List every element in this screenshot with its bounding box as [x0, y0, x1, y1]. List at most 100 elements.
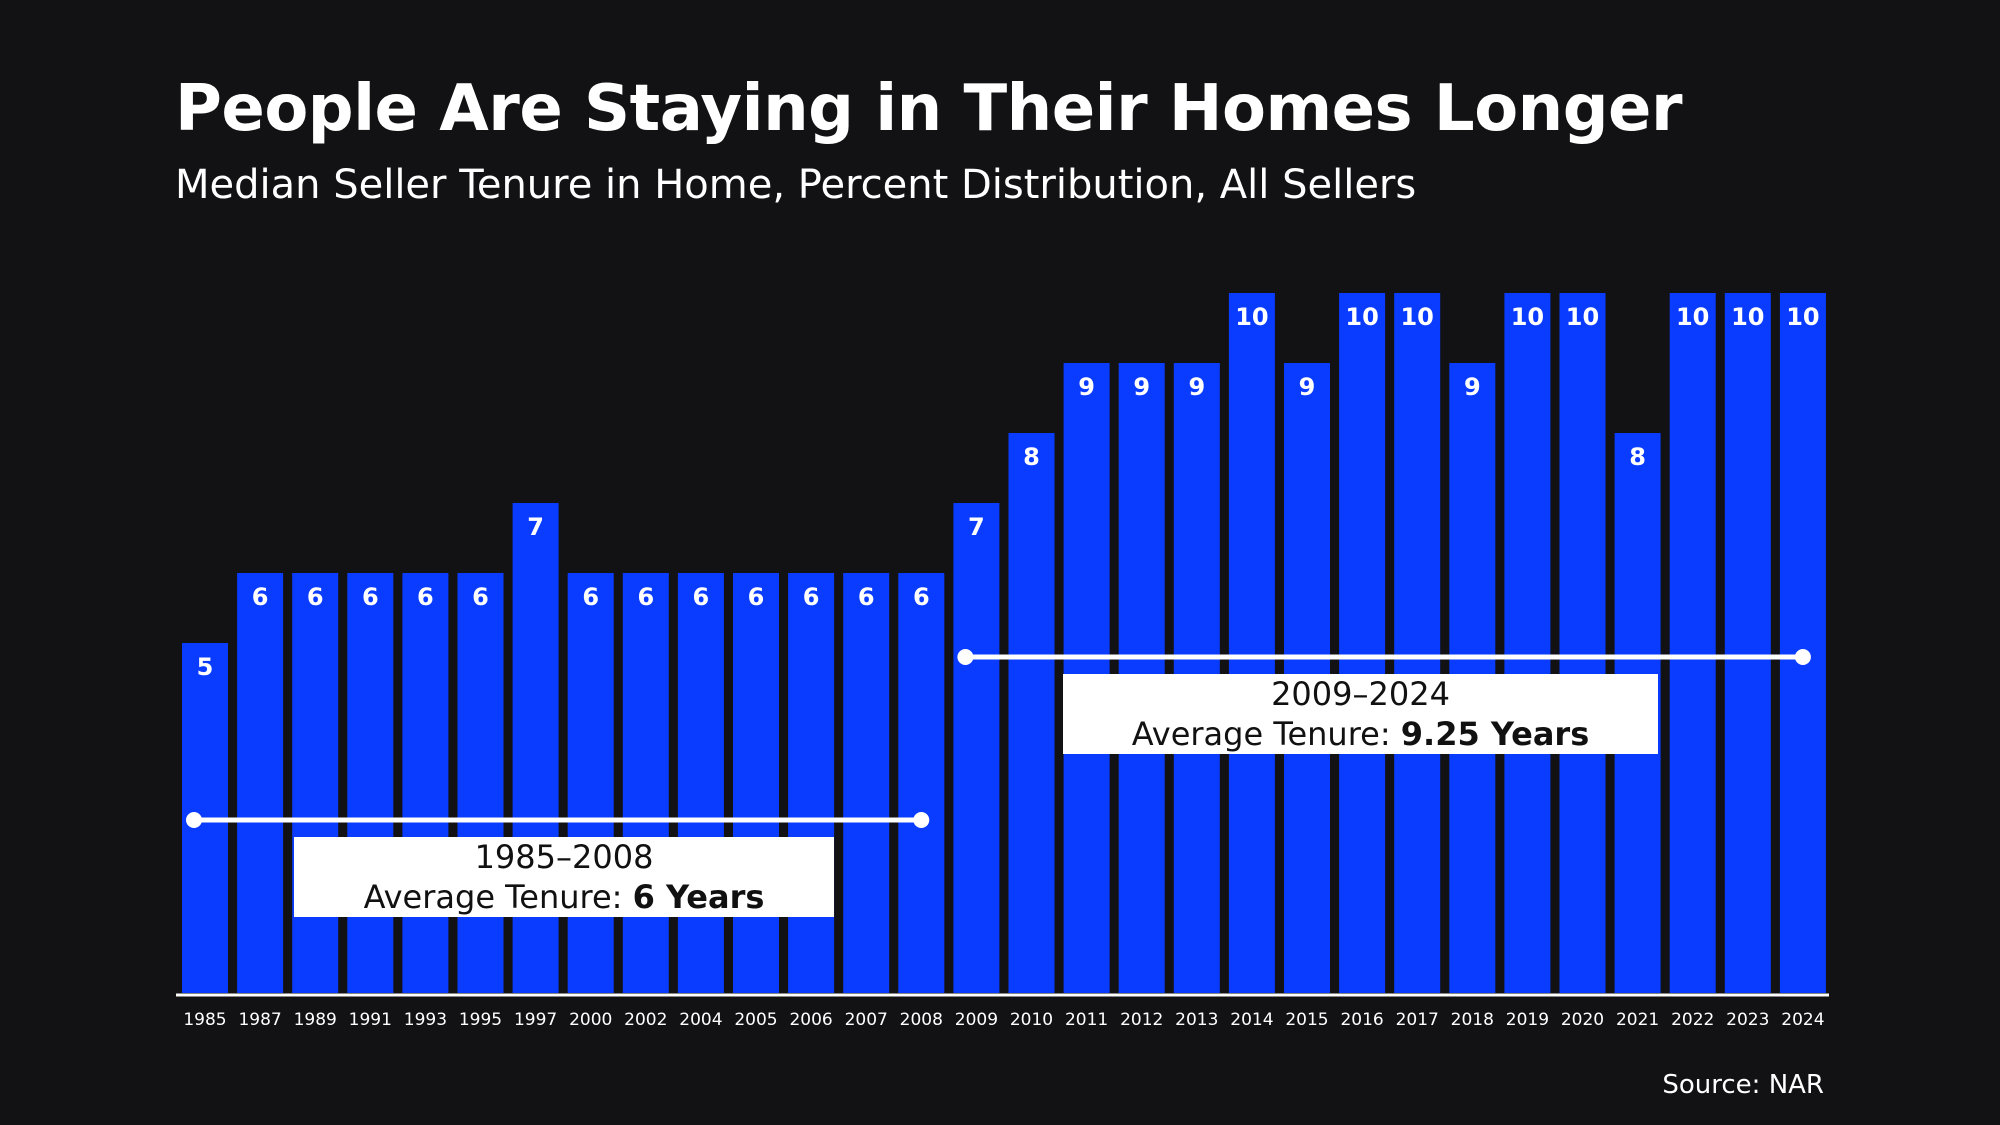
- value-label-2019: 10: [1511, 303, 1544, 331]
- value-label-2006: 6: [803, 583, 820, 611]
- value-label-2007: 6: [858, 583, 875, 611]
- value-label-2005: 6: [748, 583, 765, 611]
- value-label-2022: 10: [1676, 303, 1709, 331]
- value-label-2021: 8: [1629, 443, 1646, 471]
- value-label-2014: 10: [1235, 303, 1268, 331]
- average-lines-layer: [186, 649, 1811, 828]
- bar-2005: [733, 573, 779, 993]
- bar-2014: [1228, 293, 1275, 993]
- value-label-2016: 10: [1345, 303, 1378, 331]
- average-line-endpoint-1985: [186, 812, 202, 828]
- tick-label-1993: 1993: [404, 1010, 447, 1030]
- tick-label-1995: 1995: [459, 1010, 502, 1030]
- tick-label-1987: 1987: [238, 1010, 281, 1030]
- bar-1997: [512, 503, 559, 993]
- source-note: Source: NAR: [1662, 1070, 1824, 1100]
- chart-title: People Are Staying in Their Homes Longer: [175, 72, 1683, 146]
- bar-2002: [622, 573, 669, 993]
- bar-2006: [788, 573, 835, 993]
- tick-label-2019: 2019: [1506, 1010, 1549, 1030]
- tick-label-2010: 2010: [1010, 1010, 1053, 1030]
- average-value: 9.25 Years: [1400, 715, 1590, 753]
- bar-2010: [1008, 433, 1055, 993]
- bar-2008: [898, 573, 945, 993]
- chart-subtitle: Median Seller Tenure in Home, Percent Di…: [175, 162, 1417, 208]
- bar-2016: [1339, 293, 1386, 993]
- tick-label-1989: 1989: [294, 1010, 337, 1030]
- bar-1987: [237, 573, 284, 993]
- tick-label-2009: 2009: [955, 1010, 998, 1030]
- tick-label-2017: 2017: [1396, 1010, 1439, 1030]
- bar-2024: [1779, 293, 1826, 993]
- value-labels-layer: 5 6 6 6 6 6 7 6 6 6 6 6 6 6 7 8 9 9 9 10 9 10 10 9 10 10 8 10 10 10: [197, 303, 1820, 681]
- average-range-1985-2008: 1985–2008: [474, 838, 654, 876]
- tick-label-2023: 2023: [1726, 1010, 1769, 1030]
- bar-2007: [843, 573, 890, 993]
- tick-label-2006: 2006: [789, 1010, 832, 1030]
- tick-label-2008: 2008: [900, 1010, 943, 1030]
- value-label-2008: 6: [913, 583, 930, 611]
- tick-label-2013: 2013: [1175, 1010, 1218, 1030]
- value-label-1989: 6: [307, 583, 324, 611]
- average-prefix: Average Tenure:: [363, 878, 633, 916]
- tick-label-2012: 2012: [1120, 1010, 1163, 1030]
- bar-1991: [347, 573, 394, 993]
- average-tenure-1985-2008: Average Tenure: 6 Years: [294, 877, 834, 917]
- tick-label-2004: 2004: [679, 1010, 722, 1030]
- value-label-2000: 6: [582, 583, 599, 611]
- value-label-2009: 7: [968, 513, 985, 541]
- tick-label-1997: 1997: [514, 1010, 557, 1030]
- tick-label-2021: 2021: [1616, 1010, 1659, 1030]
- value-label-2018: 9: [1464, 373, 1481, 401]
- value-label-2004: 6: [693, 583, 710, 611]
- value-label-1995: 6: [472, 583, 489, 611]
- tick-labels-layer: 1985 1987 1989 1991 1993 1995 1997 2000 2002 2004…: [183, 1010, 1824, 1030]
- value-label-1997: 7: [527, 513, 544, 541]
- tick-label-2007: 2007: [845, 1010, 888, 1030]
- value-label-2010: 8: [1023, 443, 1040, 471]
- tick-label-2015: 2015: [1285, 1010, 1328, 1030]
- average-prefix: Average Tenure:: [1131, 715, 1401, 753]
- average-value: 6 Years: [632, 878, 765, 916]
- bar-2023: [1724, 293, 1771, 993]
- tick-label-2000: 2000: [569, 1010, 612, 1030]
- average-box-1985-2008: 1985–2008 Average Tenure: 6 Years: [294, 837, 834, 917]
- value-label-2015: 9: [1299, 373, 1316, 401]
- bar-2022: [1669, 293, 1716, 993]
- bar-2020: [1559, 293, 1606, 993]
- average-line-endpoint-2024: [1794, 649, 1811, 665]
- tick-label-2002: 2002: [624, 1010, 667, 1030]
- value-label-2012: 9: [1133, 373, 1150, 401]
- bars-layer: [182, 293, 1826, 993]
- average-tenure-2009-2024: Average Tenure: 9.25 Years: [1063, 714, 1658, 754]
- value-label-1987: 6: [252, 583, 269, 611]
- tick-label-2022: 2022: [1671, 1010, 1714, 1030]
- average-box-2009-2024: 2009–2024 Average Tenure: 9.25 Years: [1063, 674, 1658, 754]
- bar-1989: [292, 573, 339, 993]
- bar-2017: [1394, 293, 1441, 993]
- value-label-2017: 10: [1400, 303, 1433, 331]
- value-label-1991: 6: [362, 583, 379, 611]
- value-label-2013: 9: [1188, 373, 1205, 401]
- value-label-2024: 10: [1786, 303, 1819, 331]
- bar-2019: [1504, 293, 1551, 993]
- average-line-endpoint-2009: [957, 649, 974, 665]
- tick-label-2011: 2011: [1065, 1010, 1108, 1030]
- average-range-2009-2024: 2009–2024: [1271, 675, 1450, 713]
- bar-1995: [457, 573, 504, 993]
- tick-label-1991: 1991: [349, 1010, 392, 1030]
- bar-2009: [953, 503, 1000, 993]
- tick-label-2014: 2014: [1230, 1010, 1273, 1030]
- value-label-1985: 5: [197, 653, 214, 681]
- bar-2000: [567, 573, 614, 993]
- tick-label-2020: 2020: [1561, 1010, 1604, 1030]
- bar-2004: [677, 573, 724, 993]
- value-label-2020: 10: [1566, 303, 1599, 331]
- tick-label-1985: 1985: [183, 1010, 226, 1030]
- bar-1993: [402, 573, 449, 993]
- tick-label-2005: 2005: [734, 1010, 777, 1030]
- tick-label-2024: 2024: [1781, 1010, 1824, 1030]
- value-label-1993: 6: [417, 583, 434, 611]
- average-line-endpoint-2008: [913, 812, 930, 828]
